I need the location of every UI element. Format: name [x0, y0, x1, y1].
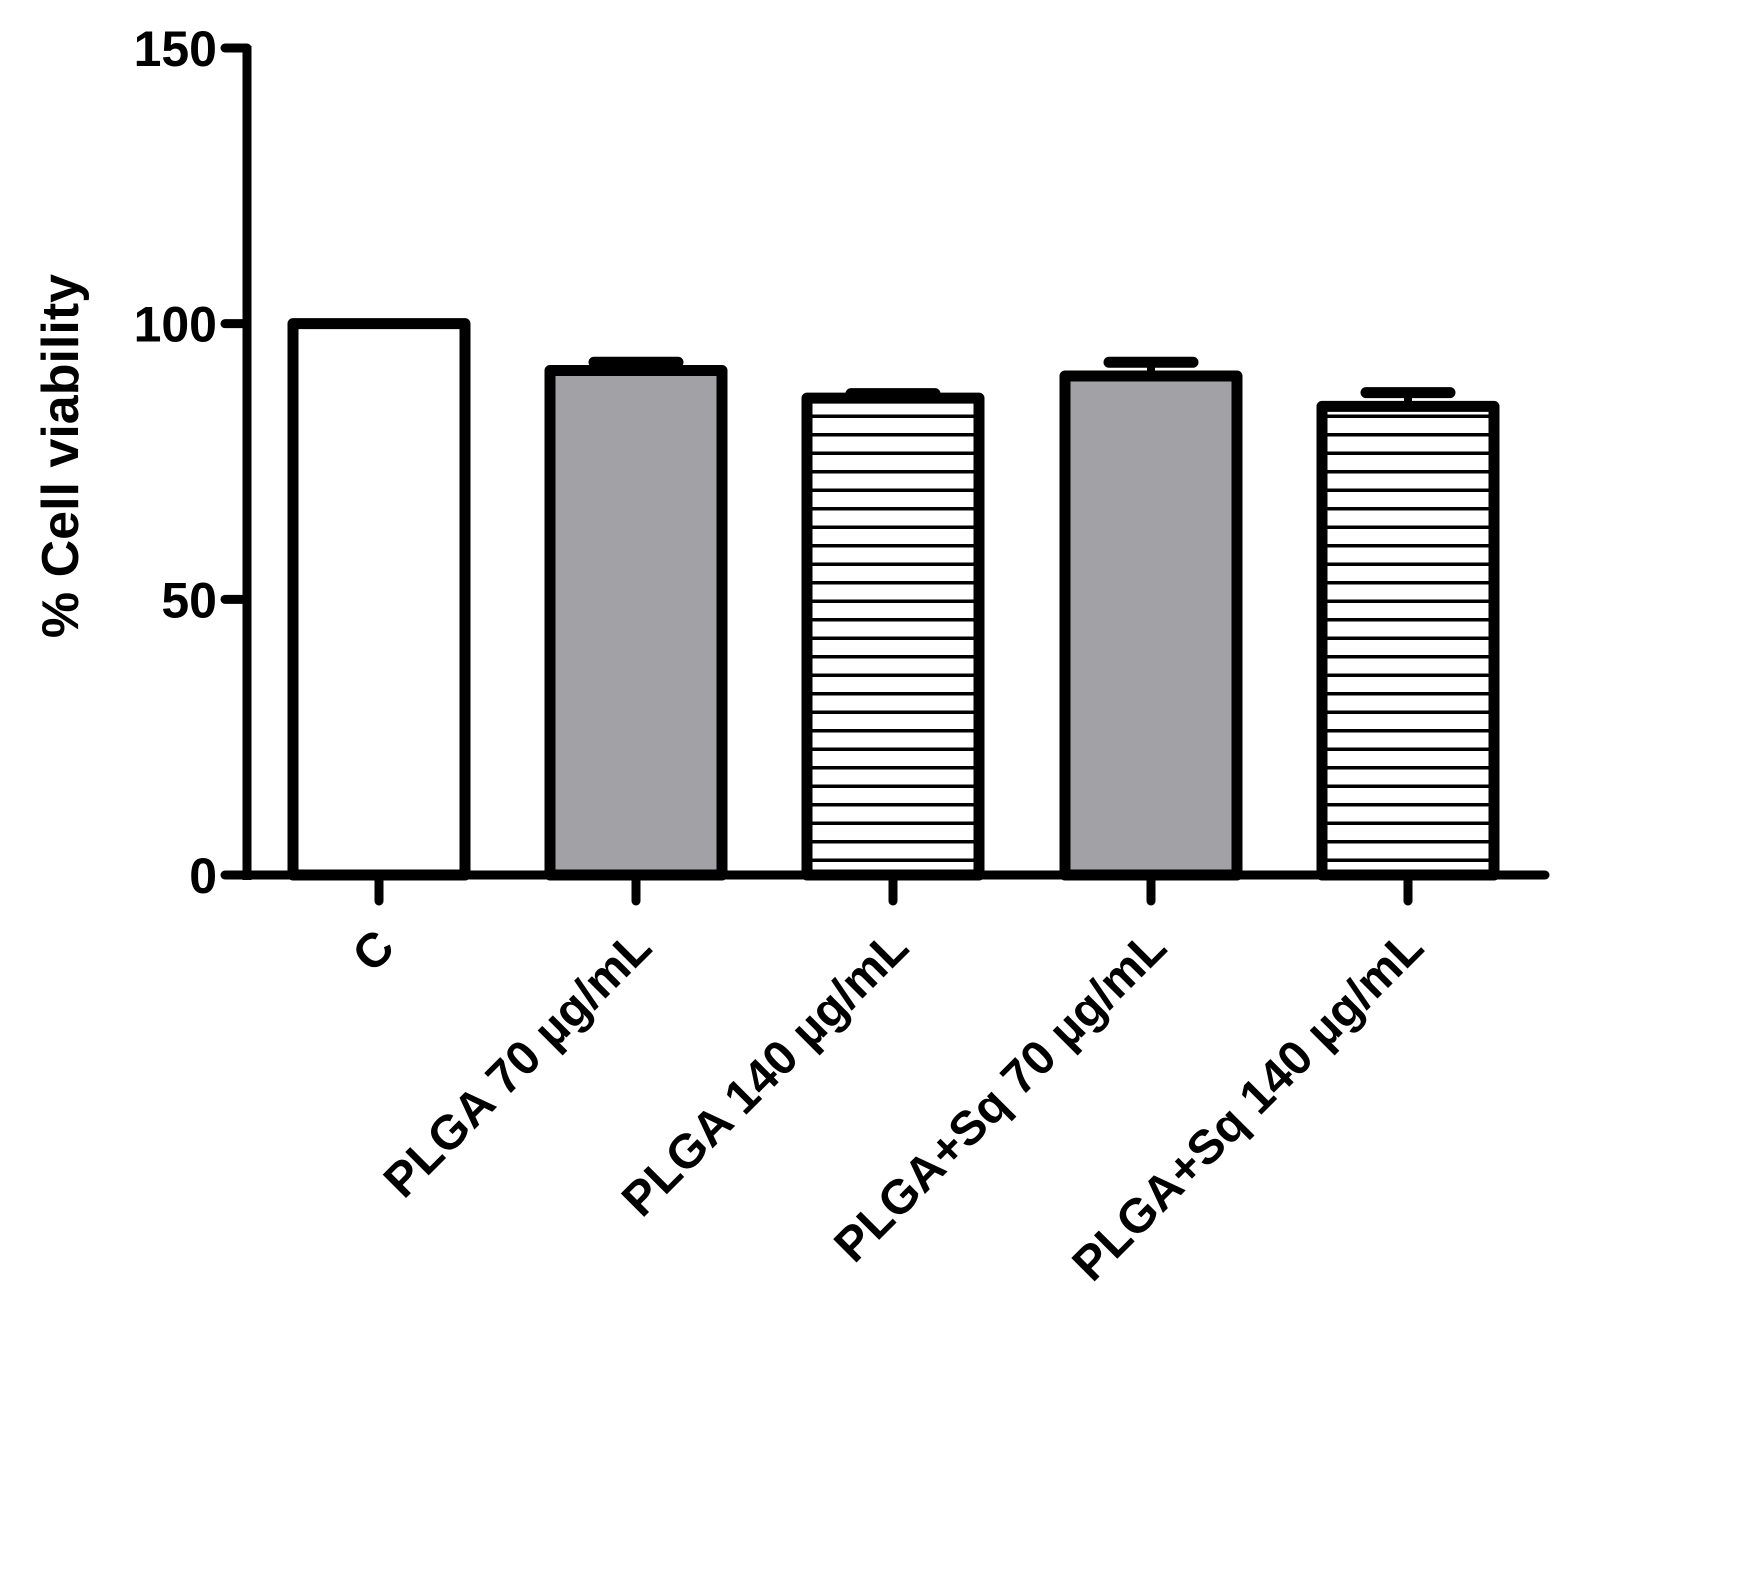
- x-tick-label: PLGA 140 µg/mL: [612, 920, 919, 1227]
- y-axis-title: % Cell viability: [32, 274, 90, 638]
- y-tick-label: 150: [134, 21, 217, 77]
- y-tick-label: 50: [161, 572, 217, 628]
- bar: [287, 318, 471, 881]
- y-tick-label: 0: [189, 848, 217, 904]
- bar: [1059, 370, 1243, 881]
- y-tick-label: 100: [134, 297, 217, 353]
- bar: [544, 365, 728, 881]
- bar: [1316, 400, 1500, 881]
- bars-layer: [287, 318, 1500, 881]
- x-tick-label: C: [343, 920, 405, 982]
- bar: [801, 392, 985, 881]
- axes-layer: [220, 43, 1550, 906]
- x-tick-label: PLGA 70 µg/mL: [374, 920, 662, 1208]
